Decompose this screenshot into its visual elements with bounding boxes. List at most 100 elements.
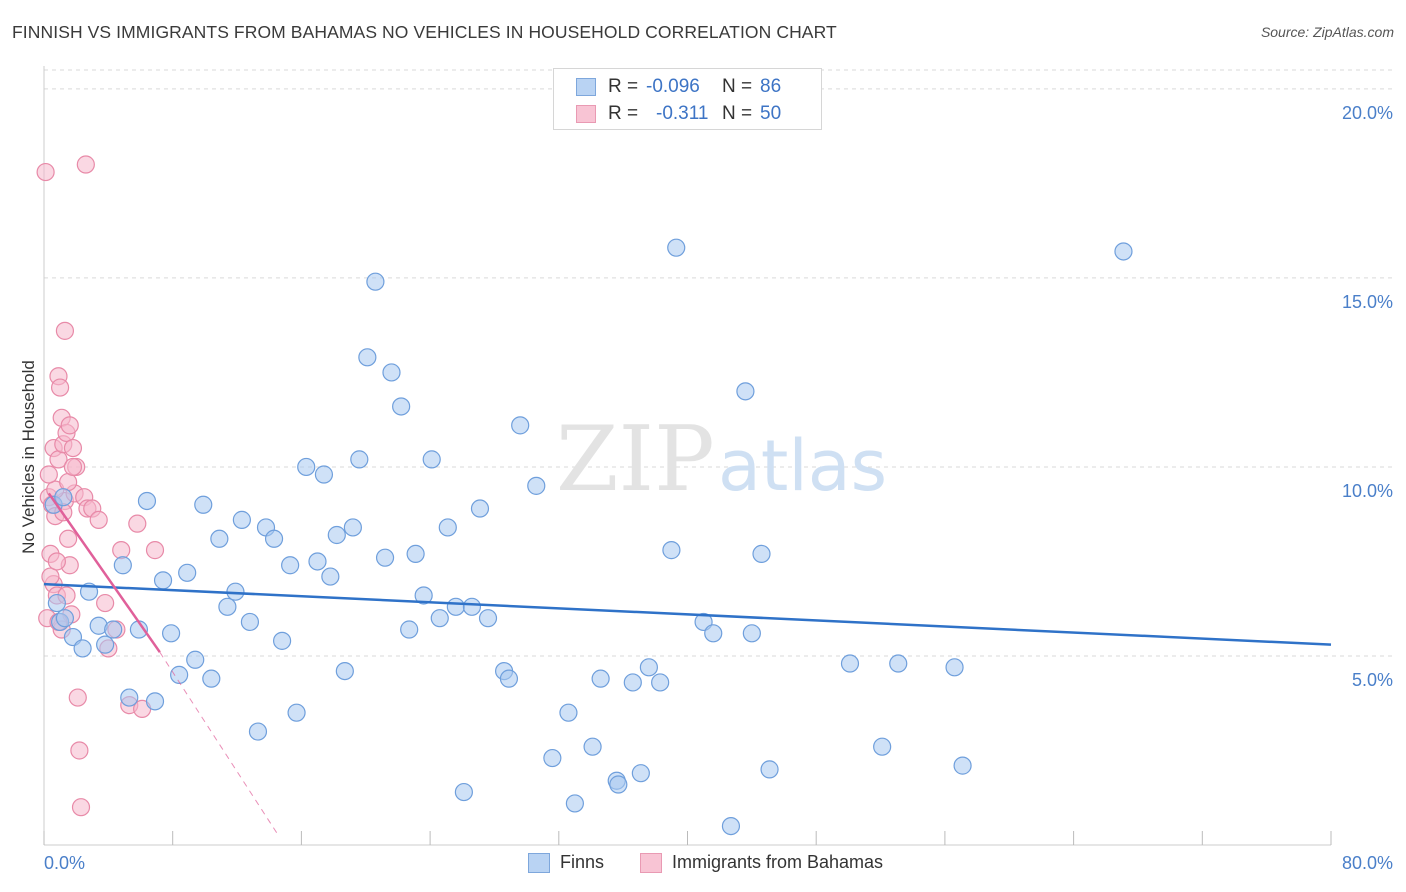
bahamas-point — [68, 688, 87, 707]
trend-lines — [43, 492, 1332, 834]
finns-point — [321, 567, 340, 586]
finns-point — [667, 238, 686, 257]
finns-point — [153, 571, 173, 590]
chart-title: FINNISH VS IMMIGRANTS FROM BAHAMAS NO VE… — [12, 22, 837, 42]
finns-point — [186, 650, 205, 669]
bahamas-point — [145, 541, 165, 560]
finns-point — [889, 654, 908, 673]
legend-row-finns: R = -0.096 N = 86 — [576, 76, 781, 98]
finns-point — [623, 673, 642, 692]
trend-line-bahamas-extension — [159, 651, 278, 834]
finns-point — [840, 654, 860, 673]
finns-point — [327, 525, 346, 545]
finns-point — [742, 624, 761, 643]
finns-point — [760, 760, 779, 779]
finns-point — [202, 669, 221, 688]
finns-point — [350, 450, 369, 469]
finns-point — [161, 624, 181, 643]
finns-point — [113, 556, 132, 575]
watermark-atlas: atlas — [718, 425, 887, 507]
finns-point — [297, 457, 316, 477]
finns-point — [752, 544, 771, 564]
trend-line-bahamas — [47, 492, 161, 653]
finns-point — [392, 397, 411, 416]
finns-point — [358, 348, 377, 367]
x-tick-labels: 0.0% 80.0% — [44, 853, 1393, 873]
legend-r-value-finns: -0.096 — [646, 76, 700, 97]
finns-point — [272, 631, 292, 650]
finns-point — [591, 669, 610, 688]
finns-point — [366, 272, 385, 291]
legend-label-bahamas: Immigrants from Bahamas — [672, 852, 884, 872]
finns-point — [704, 624, 723, 643]
finns-point — [210, 529, 229, 548]
y-tick-label: 5.0% — [1352, 670, 1393, 690]
finns-point — [55, 609, 75, 628]
finns-point — [438, 518, 457, 537]
finns-point — [543, 748, 562, 768]
legend-label-finns: Finns — [560, 852, 605, 872]
bahamas-point — [96, 593, 115, 613]
finns-point — [651, 673, 670, 692]
axes — [43, 66, 1332, 846]
finns-point — [287, 703, 306, 722]
legend-n-label: N = — [722, 76, 753, 97]
finns-point — [511, 416, 530, 435]
finns-point — [446, 597, 465, 616]
finns-point — [609, 775, 628, 794]
legend-row-bahamas: R = -0.311 N = 50 — [576, 103, 781, 125]
finns-point — [240, 612, 260, 632]
finns-point — [873, 737, 892, 756]
finns-point — [1114, 242, 1133, 261]
bahamas-point — [36, 162, 55, 182]
bahamas-point — [76, 155, 95, 174]
finns-point — [662, 541, 681, 560]
finns-point — [953, 756, 972, 775]
series-finns-points — [44, 238, 1133, 836]
finns-point — [430, 609, 449, 628]
finns-point — [454, 782, 473, 802]
finns-point — [120, 688, 139, 707]
legend-n-label: N = — [722, 103, 753, 124]
finns-point — [375, 548, 395, 567]
bahamas-point — [112, 541, 131, 560]
finns-point — [335, 661, 354, 681]
trend-line-finns — [43, 582, 1332, 646]
finns-point — [462, 597, 482, 616]
bahamas-point — [41, 567, 60, 586]
finns-point — [264, 529, 284, 548]
legend-swatch-bahamas — [576, 105, 596, 123]
bahamas-point — [89, 510, 108, 529]
x-tick-label: 80.0% — [1342, 853, 1393, 873]
finns-point — [382, 363, 401, 382]
finns-point — [281, 556, 300, 575]
finns-point — [178, 563, 197, 582]
grid-lines — [44, 69, 1392, 657]
legend-item-bahamas[interactable]: Immigrants from Bahamas — [640, 852, 883, 873]
series-bahamas-points — [36, 155, 165, 817]
finns-point — [54, 488, 73, 507]
bahamas-point — [50, 378, 70, 397]
bahamas-point — [47, 552, 66, 571]
legend-item-finns[interactable]: Finns — [528, 852, 604, 873]
y-tick-label: 10.0% — [1342, 481, 1393, 501]
finns-point — [406, 544, 425, 564]
finns-point — [96, 635, 115, 654]
source-label: Source: ZipAtlas.com — [1260, 24, 1394, 40]
finns-point — [478, 609, 498, 628]
y-tick-label: 20.0% — [1342, 103, 1393, 123]
finns-point — [721, 816, 741, 836]
finns-point — [104, 620, 123, 639]
legend-n-value-bahamas: 50 — [760, 103, 782, 124]
watermark: ZIP atlas — [556, 407, 887, 512]
bahamas-point — [59, 529, 78, 548]
finns-point — [194, 495, 213, 514]
stats-legend: R = -0.096 N = 86 R = -0.311 N = 50 — [553, 68, 822, 130]
legend-r-value-bahamas: -0.311 — [656, 103, 709, 124]
finns-point — [631, 764, 650, 783]
finns-point — [583, 737, 602, 756]
legend-swatch-finns — [576, 78, 596, 96]
finns-point — [314, 465, 334, 484]
finns-point — [400, 620, 419, 639]
